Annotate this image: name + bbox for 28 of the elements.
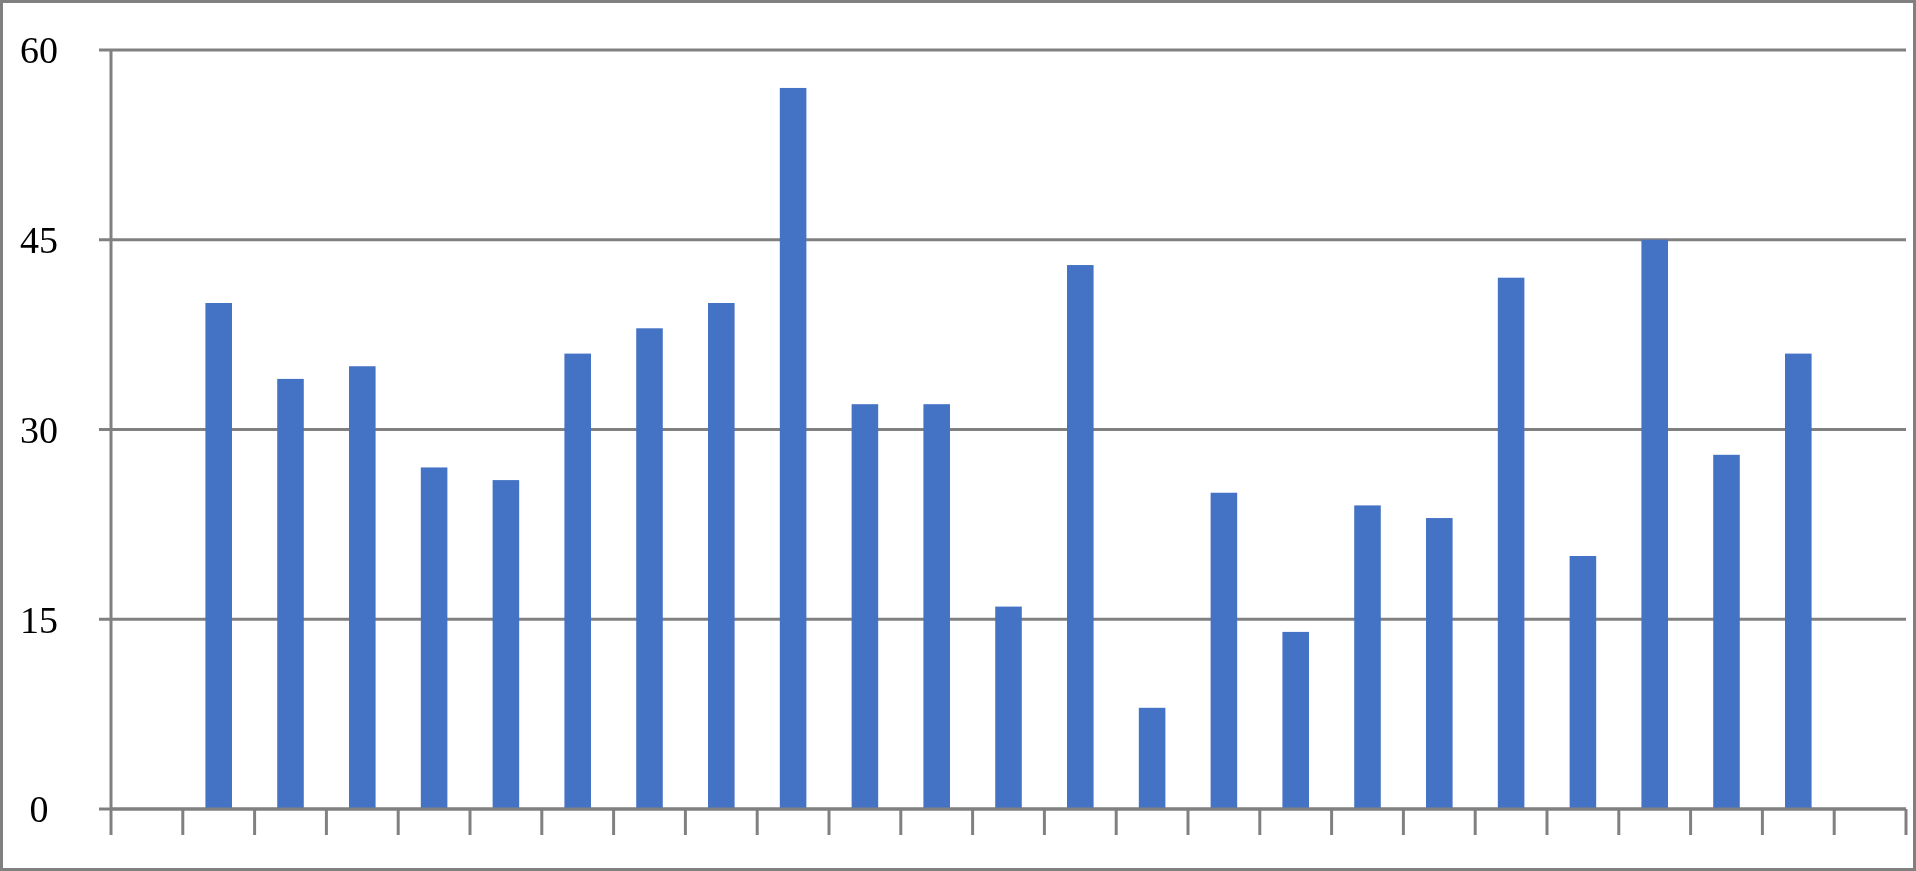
bar [995,606,1022,809]
bar [1497,277,1525,809]
bar [420,467,448,809]
y-tick-label: 60 [20,29,58,72]
bar [1282,631,1309,809]
bar [1641,239,1668,809]
bar [708,303,735,809]
bar [1713,454,1740,809]
y-tick-label: 15 [20,598,58,641]
bar [349,366,376,809]
bar [1569,556,1597,809]
bar [205,303,232,809]
bar [923,404,950,809]
bar [1426,518,1453,809]
bar [1785,353,1812,809]
bar [1067,265,1094,809]
bar [1354,505,1381,809]
bar [851,404,879,809]
bar [1210,492,1238,809]
bar [636,328,663,809]
bar [492,480,520,809]
bar [277,378,304,809]
bar [1138,707,1166,809]
bar [779,87,807,809]
y-tick-label: 45 [20,219,58,262]
y-tick-label: 0 [29,788,49,831]
bar [564,353,591,809]
y-tick-label: 30 [20,408,58,451]
